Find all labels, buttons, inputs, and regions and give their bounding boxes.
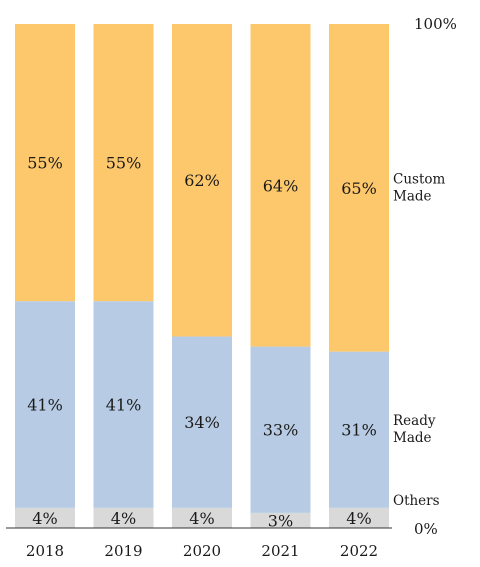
data-label: 4% (111, 509, 136, 528)
data-label: 4% (32, 509, 57, 528)
bar-segment-ready-made-2018 (15, 301, 75, 508)
y-bottom-label: 0% (414, 520, 438, 538)
bar-segment-others-2018 (15, 507, 75, 528)
bar-segment-custom-made-2020 (172, 24, 232, 337)
x-tick-label: 2021 (261, 542, 299, 560)
x-tick-label: 2019 (104, 542, 142, 560)
legend-label: Custom (393, 171, 446, 187)
bars-group: 4% 41% 55% 4% 41% 55% 4% 34% 62% 3% 33% 64% 4% 31% 65% (15, 24, 389, 530)
data-label: 41% (106, 396, 142, 415)
data-label: 3% (268, 511, 293, 530)
bar-segment-custom-made-2019 (93, 24, 154, 302)
data-label: 41% (27, 396, 63, 415)
legend-label: Made (393, 430, 432, 446)
y-top-label: 100% (414, 15, 457, 33)
x-tick-label: 2020 (183, 542, 221, 560)
bar-segment-others-2019 (93, 507, 154, 528)
bar-segment-ready-made-2019 (93, 301, 154, 508)
data-label: 62% (184, 171, 220, 190)
data-label: 55% (27, 154, 63, 173)
data-label: 65% (341, 179, 377, 198)
data-label: 33% (263, 421, 299, 440)
bar-segment-others-2020 (172, 507, 232, 528)
x-tick-label: 2018 (26, 542, 64, 560)
data-label: 31% (341, 421, 377, 440)
data-label: 64% (263, 176, 299, 195)
data-label: 34% (184, 413, 220, 432)
bar-segment-custom-made-2021 (250, 24, 311, 347)
bar-segment-custom-made-2022 (329, 24, 389, 352)
bar-segment-others-2021 (250, 512, 311, 528)
x-tick-label: 2022 (340, 542, 378, 560)
data-label: 4% (189, 509, 214, 528)
legend-label: Made (393, 188, 432, 204)
data-label: 55% (106, 154, 142, 173)
data-label: 4% (346, 509, 371, 528)
bar-segment-ready-made-2020 (172, 336, 232, 508)
legend-label: Others (393, 493, 440, 509)
bar-segment-ready-made-2022 (329, 351, 389, 508)
bar-segment-ready-made-2021 (250, 346, 311, 513)
x-tick-labels: 2018 2019 2020 2021 2022 (26, 542, 378, 560)
legend-label: Ready (393, 413, 436, 429)
bar-segment-others-2022 (329, 507, 389, 528)
bar-segment-custom-made-2018 (15, 24, 75, 302)
